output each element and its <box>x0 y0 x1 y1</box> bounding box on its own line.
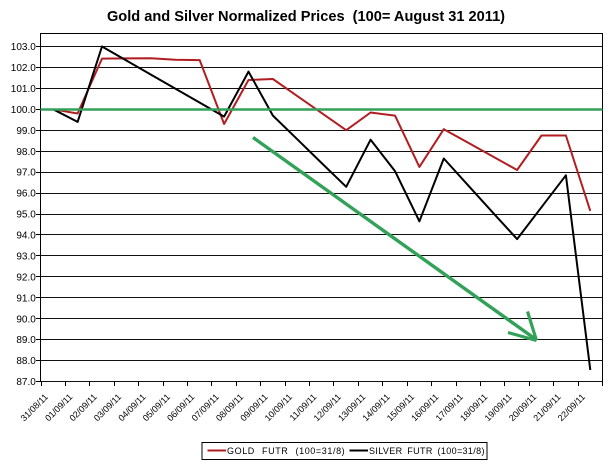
svg-text:94.0: 94.0 <box>16 231 36 242</box>
svg-text:93.0: 93.0 <box>16 252 36 263</box>
svg-text:100.0: 100.0 <box>11 105 36 116</box>
svg-text:96.0: 96.0 <box>16 189 36 200</box>
svg-text:89.0: 89.0 <box>16 335 36 346</box>
svg-text:90.0: 90.0 <box>16 314 36 325</box>
svg-text:Gold and Silver Normalized Pri: Gold and Silver Normalized Prices (100= … <box>107 9 505 25</box>
svg-text:91.0: 91.0 <box>16 293 36 304</box>
svg-text:92.0: 92.0 <box>16 272 36 283</box>
svg-text:SILVER FUTR (100=31/8): SILVER FUTR (100=31/8) <box>369 446 485 456</box>
svg-text:103.0: 103.0 <box>11 42 36 53</box>
svg-text:GOLD FUTR (100=31/8): GOLD FUTR (100=31/8) <box>227 446 345 456</box>
svg-text:101.0: 101.0 <box>11 84 36 95</box>
svg-text:87.0: 87.0 <box>16 377 36 388</box>
svg-text:88.0: 88.0 <box>16 356 36 367</box>
svg-text:95.0: 95.0 <box>16 210 36 221</box>
svg-text:102.0: 102.0 <box>11 63 36 74</box>
svg-text:99.0: 99.0 <box>16 126 36 137</box>
svg-text:97.0: 97.0 <box>16 168 36 179</box>
svg-text:98.0: 98.0 <box>16 147 36 158</box>
